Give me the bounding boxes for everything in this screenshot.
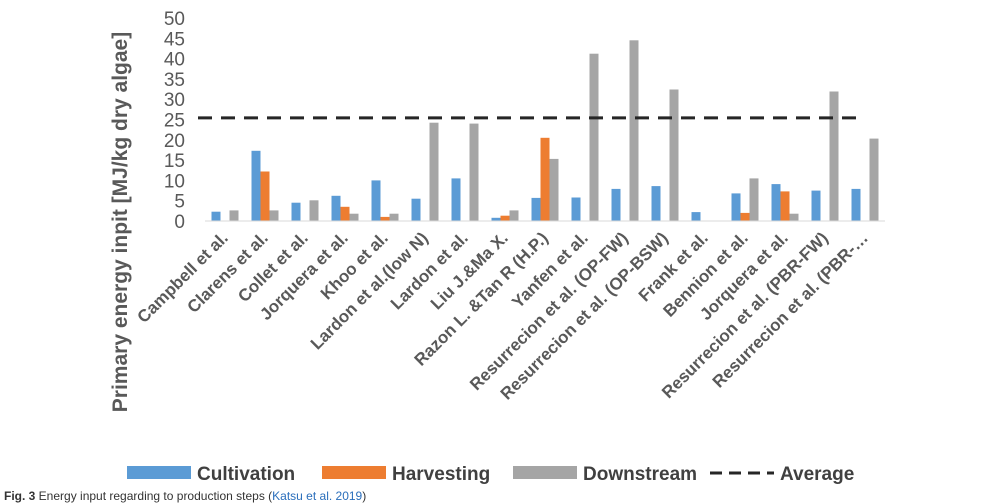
y-tick-label: 5 — [174, 192, 185, 213]
caption-tail: ) — [362, 489, 367, 503]
y-tick-label: 15 — [164, 151, 185, 172]
y-tick-label: 30 — [164, 90, 185, 111]
bar-downstream — [269, 210, 279, 221]
legend-label: Downstream — [583, 464, 697, 485]
bar-downstream — [429, 122, 439, 221]
y-tick-label: 0 — [174, 212, 185, 233]
bar-harvesting — [380, 216, 390, 221]
bar-cultivation — [611, 188, 621, 221]
bar-downstream — [629, 40, 639, 221]
bar-downstream — [749, 178, 759, 221]
bar-cultivation — [851, 188, 861, 221]
bar-downstream — [389, 213, 399, 221]
bar-cultivation — [811, 190, 821, 221]
figure-caption: Fig. 3 Energy input regarding to product… — [4, 489, 366, 503]
bar-cultivation — [251, 150, 261, 221]
legend-label: Cultivation — [197, 464, 295, 485]
bar-harvesting — [260, 171, 270, 221]
caption-citation[interactable]: Katsu et al. 2019 — [272, 489, 363, 503]
bar-harvesting — [540, 137, 550, 221]
bar-harvesting — [500, 215, 510, 221]
caption-label: Fig. 3 — [4, 489, 36, 503]
x-axis-ticks: Campbell et al.Clarens et al.Collet et a… — [134, 228, 872, 403]
y-tick-label: 35 — [164, 70, 185, 91]
bar-harvesting — [780, 191, 790, 221]
caption-text: Energy input regarding to production ste… — [35, 489, 273, 503]
y-tick-label: 40 — [164, 50, 185, 71]
bar-cultivation — [491, 217, 501, 221]
bar-cultivation — [771, 184, 781, 221]
bar-downstream — [229, 210, 239, 221]
y-axis-label: Primary energy inpit [MJ/kg dry algae] — [109, 32, 132, 412]
bar-downstream — [469, 123, 479, 221]
y-tick-label: 50 — [164, 9, 185, 30]
bar-cultivation — [571, 197, 581, 221]
bar-cultivation — [651, 186, 661, 221]
bar-downstream — [509, 210, 519, 221]
bar-downstream — [349, 213, 359, 221]
legend-swatch-cultivation — [127, 466, 191, 479]
bar-cultivation — [691, 212, 701, 221]
bar-cultivation — [211, 211, 221, 221]
y-tick-label: 45 — [164, 29, 185, 50]
bar-cultivation — [371, 180, 381, 221]
bar-cultivation — [731, 193, 741, 221]
bar-downstream — [829, 91, 839, 221]
legend-label: Average — [780, 464, 854, 485]
bar-downstream — [549, 158, 559, 221]
bar-cultivation — [531, 197, 541, 221]
bar-cultivation — [331, 195, 341, 221]
bar-downstream — [869, 138, 879, 221]
legend-swatch-harvesting — [322, 466, 386, 479]
legend-label: Harvesting — [392, 464, 490, 485]
legend-swatch-downstream — [513, 466, 577, 479]
bar-harvesting — [340, 206, 350, 221]
bar-downstream — [789, 213, 799, 221]
bar-downstream — [669, 89, 679, 221]
y-tick-label: 25 — [164, 111, 185, 132]
legend: Cultivation Harvesting Downstream Average — [127, 464, 854, 485]
bar-downstream — [309, 200, 319, 221]
y-tick-label: 10 — [164, 171, 185, 192]
bar-downstream — [589, 53, 599, 222]
y-tick-label: 20 — [164, 131, 185, 152]
bar-harvesting — [740, 212, 750, 221]
bar-cultivation — [411, 198, 421, 221]
bars — [211, 40, 879, 222]
bar-cultivation — [451, 178, 461, 221]
bar-cultivation — [291, 202, 301, 221]
